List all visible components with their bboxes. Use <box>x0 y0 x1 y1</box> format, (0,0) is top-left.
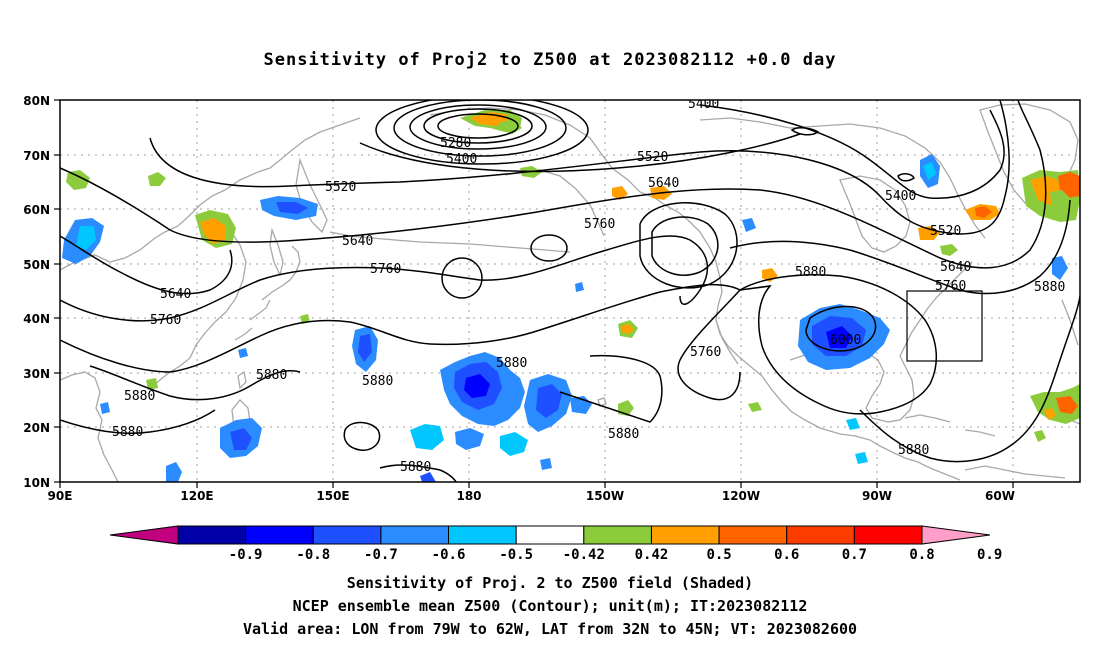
contour-label-5880: 5880 <box>112 425 143 440</box>
colorbar-swatch <box>786 525 855 545</box>
contour-label-5760: 5760 <box>584 217 615 232</box>
lon-label: 180 <box>456 489 481 503</box>
contour-label-5520: 5520 <box>325 180 356 195</box>
contour-label-5880: 5880 <box>124 389 155 404</box>
contour-label-5760: 5760 <box>690 345 721 360</box>
lon-label: 150E <box>316 489 349 503</box>
colorbar-label: 0.7 <box>842 547 867 563</box>
caption-line-1: Sensitivity of Proj. 2 to Z500 field (Sh… <box>346 574 754 592</box>
colorbar-label: 0.42 <box>635 547 669 563</box>
lat-label: 20N <box>23 421 50 435</box>
caption-line-3: Valid area: LON from 79W to 62W, LAT fro… <box>242 620 858 638</box>
colorbar-swatch <box>380 525 450 545</box>
colorbar: -0.9 -0.8 -0.7 -0.6 -0.5 -0.42 0.42 0.5 0.6 0.7 0.… <box>109 525 1002 563</box>
colorbar-label: 0.8 <box>909 547 934 563</box>
lat-label: 30N <box>23 367 50 381</box>
contour-label-5520: 5520 <box>930 224 961 239</box>
lon-label: 90W <box>862 489 892 503</box>
colorbar-swatch <box>515 525 585 545</box>
lon-label: 120E <box>180 489 213 503</box>
lat-label: 70N <box>23 149 50 163</box>
colorbar-swatch <box>853 525 923 545</box>
lon-label: 120W <box>722 489 760 503</box>
lat-label: 50N <box>23 258 50 272</box>
contour-label-5760: 5760 <box>935 279 966 294</box>
contour-label-5640: 5640 <box>160 287 191 302</box>
contour-label-5520: 5520 <box>637 150 668 165</box>
lat-label: 80N <box>23 94 50 108</box>
contour-label-5760: 5760 <box>150 313 181 328</box>
lat-label: 40N <box>23 312 50 326</box>
colorbar-label: -0.5 <box>499 547 533 563</box>
lon-label: 60W <box>985 489 1015 503</box>
contour-label-5280: 5280 <box>440 136 471 151</box>
colorbar-label: 0.9 <box>977 547 1002 563</box>
lat-label: 60N <box>23 203 50 217</box>
contour-label-5880: 5880 <box>1034 280 1065 295</box>
colorbar-swatch <box>312 525 382 545</box>
latitude-labels: 80N 70N 60N 50N 40N 30N 20N 10N <box>23 94 50 490</box>
coastlines <box>60 103 1080 482</box>
colorbar-swatch <box>718 525 788 545</box>
tick-marks <box>54 99 1014 488</box>
colorbar-swatch <box>583 525 652 545</box>
contour-labels: 5280 5400 5400 5400 5520 5520 5520 5640 … <box>112 97 1065 475</box>
valid-area-box <box>906 290 983 362</box>
colorbar-label: -0.42 <box>563 547 605 563</box>
contour-label-5640: 5640 <box>342 234 373 249</box>
colorbar-swatch <box>177 525 247 545</box>
colorbar-swatch <box>650 525 720 545</box>
contour-label-5880: 5880 <box>608 427 639 442</box>
colorbar-label: -0.7 <box>364 547 398 563</box>
contour-label-5400: 5400 <box>446 152 477 167</box>
map-title: Sensitivity of Proj2 to Z500 at 20230821… <box>263 50 837 70</box>
contour-label-5880: 5880 <box>400 460 431 475</box>
contour-label-5880: 5880 <box>898 443 929 458</box>
contour-label-5880: 5880 <box>362 374 393 389</box>
contour-label-5400: 5400 <box>688 97 719 112</box>
colorbar-max-arrow <box>921 525 991 545</box>
colorbar-label: 0.5 <box>706 547 731 563</box>
sensitivity-shading <box>62 110 1080 482</box>
contour-label-5640: 5640 <box>940 260 971 275</box>
map-frame <box>59 99 1081 483</box>
contour-label-5400: 5400 <box>885 189 916 204</box>
contour-label-5760: 5760 <box>370 262 401 277</box>
lon-label: 90E <box>48 489 73 503</box>
colorbar-label: -0.9 <box>229 547 263 563</box>
colorbar-min-arrow <box>109 525 179 545</box>
contour-label-5640: 5640 <box>648 176 679 191</box>
longitude-labels: 90E 120E 150E 180 150W 120W 90W 60W <box>48 489 1015 503</box>
contour-label-5880: 5880 <box>496 356 527 371</box>
colorbar-label: -0.8 <box>296 547 330 563</box>
colorbar-label: 0.6 <box>774 547 799 563</box>
lon-label: 150W <box>586 489 624 503</box>
colorbar-swatch <box>448 525 517 545</box>
contour-label-6000: 6000 <box>830 333 861 348</box>
lat-label: 10N <box>23 476 50 490</box>
colorbar-swatch <box>245 525 314 545</box>
contour-label-5880: 5880 <box>795 265 826 280</box>
colorbar-label: -0.6 <box>432 547 466 563</box>
caption-line-2: NCEP ensemble mean Z500 (Contour); unit(… <box>292 597 808 615</box>
contour-label-5880: 5880 <box>256 368 287 383</box>
z500-contours <box>60 100 1080 482</box>
